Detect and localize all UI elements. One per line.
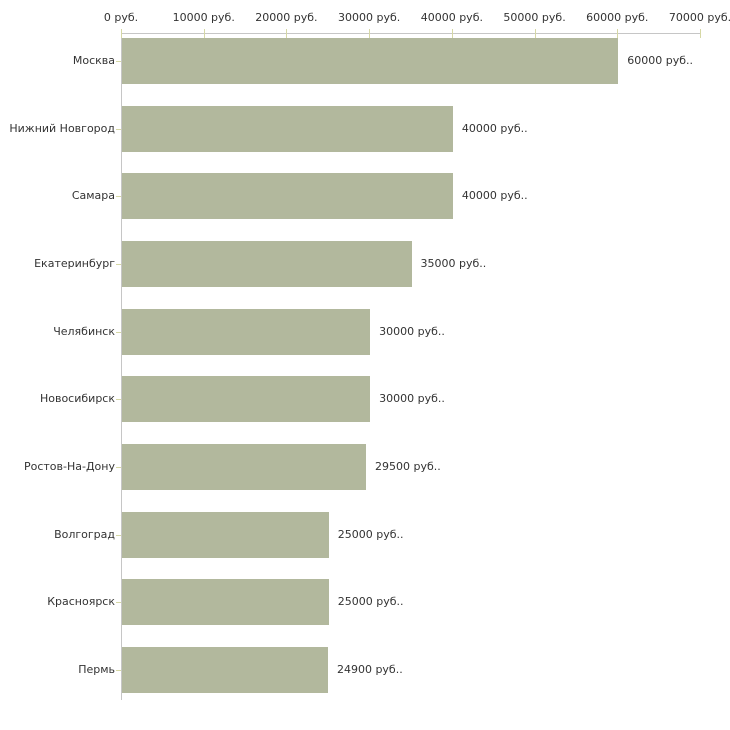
category-label: Самара bbox=[71, 189, 115, 203]
bar bbox=[122, 105, 453, 152]
x-axis-tick bbox=[121, 29, 122, 38]
category-tick bbox=[116, 466, 121, 468]
bar bbox=[122, 646, 328, 693]
category-label: Пермь bbox=[78, 662, 115, 676]
bar-value-label: 40000 руб.. bbox=[461, 121, 528, 135]
category-tick bbox=[116, 534, 121, 536]
bar-value-label: 35000 руб.. bbox=[420, 256, 487, 270]
category-label: Ростов-На-Дону bbox=[23, 459, 115, 473]
category-label: Красноярск bbox=[47, 595, 115, 609]
x-axis-tick bbox=[617, 29, 619, 38]
bar-value-label: 25000 руб.. bbox=[337, 595, 404, 609]
x-axis-tick bbox=[369, 29, 371, 38]
category-label: Нижний Новгород bbox=[9, 121, 115, 135]
bar bbox=[122, 38, 619, 84]
category-tick bbox=[116, 196, 121, 198]
bar bbox=[122, 443, 366, 490]
category-tick bbox=[116, 669, 121, 671]
category-label: Новосибирск bbox=[39, 392, 115, 406]
bar-value-label: 60000 руб.. bbox=[627, 54, 694, 67]
x-axis-tick-label: 20000 руб. bbox=[255, 11, 318, 24]
x-axis-tick-label: 60000 руб. bbox=[586, 11, 649, 24]
bar bbox=[122, 376, 371, 423]
category-label: Москва bbox=[72, 54, 115, 67]
category-label: Челябинск bbox=[53, 324, 115, 338]
x-axis-line bbox=[121, 33, 700, 34]
x-axis-tick bbox=[203, 29, 205, 38]
category-label: Екатеринбург bbox=[34, 256, 115, 270]
bar bbox=[122, 308, 371, 355]
y-axis-line bbox=[121, 33, 122, 700]
category-tick bbox=[116, 399, 121, 401]
bar-value-label: 30000 руб.. bbox=[379, 392, 445, 406]
bar-value-label: 25000 руб.. bbox=[337, 527, 404, 541]
category-tick bbox=[116, 331, 121, 333]
x-axis-tick-label: 30000 руб. bbox=[338, 11, 401, 24]
x-axis-tick-label: 10000 руб. bbox=[172, 11, 235, 24]
bar bbox=[122, 579, 329, 626]
bar bbox=[122, 173, 453, 220]
x-axis-tick-label: 0 руб. bbox=[103, 11, 139, 24]
x-axis-tick-label: 40000 руб. bbox=[420, 11, 483, 24]
bar bbox=[122, 240, 412, 287]
x-axis-tick-label: 50000 руб. bbox=[503, 11, 566, 24]
bar-value-label: 24900 руб.. bbox=[336, 662, 403, 676]
x-axis-tick bbox=[451, 29, 453, 38]
category-tick bbox=[116, 263, 121, 265]
bar bbox=[122, 511, 329, 558]
category-tick bbox=[116, 61, 121, 62]
category-tick bbox=[116, 128, 121, 130]
x-axis-tick-label: 70000 руб. bbox=[668, 11, 730, 24]
x-axis-tick bbox=[700, 29, 701, 38]
bar-value-label: 30000 руб.. bbox=[379, 324, 445, 338]
bar-value-label: 40000 руб.. bbox=[461, 189, 528, 203]
bar-value-label: 29500 руб.. bbox=[375, 459, 441, 473]
category-label: Волгоград bbox=[54, 527, 115, 541]
category-tick bbox=[116, 602, 121, 604]
x-axis-tick bbox=[534, 29, 536, 38]
x-axis-tick bbox=[286, 29, 288, 38]
